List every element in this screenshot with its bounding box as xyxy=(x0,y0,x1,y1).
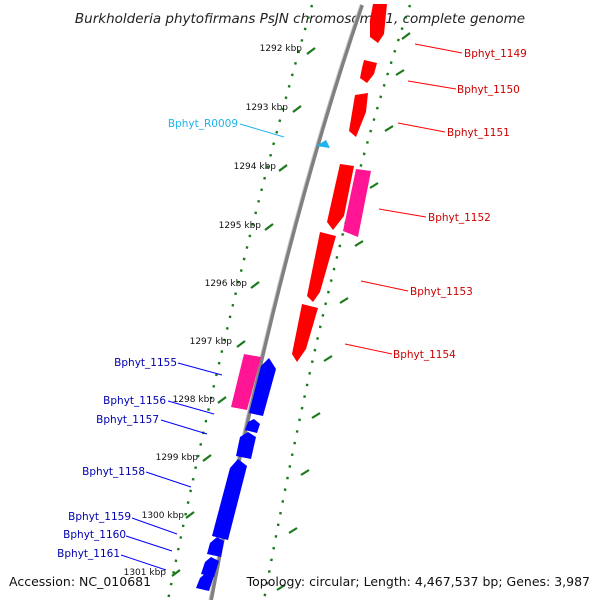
pseudogene-bphyt-1155[interactable] xyxy=(231,354,261,410)
inner-ruler-ring xyxy=(166,4,314,600)
kbp-label: 1298 kbp xyxy=(173,395,216,405)
gene-arrow-bphyt-1155[interactable] xyxy=(249,358,276,416)
gene-label-bphyt-1152[interactable]: Bphyt_1152 xyxy=(428,212,491,224)
ruler-tick xyxy=(401,32,411,40)
gene-label-bphyt-1158[interactable]: Bphyt_1158 xyxy=(82,466,145,478)
leader-bphyt-1157 xyxy=(160,419,208,435)
kbp-tick xyxy=(171,569,181,577)
kbp-label: 1294 kbp xyxy=(234,162,277,172)
ruler-tick xyxy=(288,527,298,534)
genome-summary-text: Topology: circular; Length: 4,467,537 bp… xyxy=(246,574,590,589)
leader-bphyt-r0009 xyxy=(239,123,285,138)
ruler-tick xyxy=(311,412,321,419)
gene-label-bphyt-1150[interactable]: Bphyt_1150 xyxy=(457,84,520,96)
kbp-label: 1296 kbp xyxy=(205,279,248,289)
rna-arrow-bphyt-r0009[interactable] xyxy=(316,140,330,148)
kbp-label: 1300 kbp xyxy=(142,511,185,521)
kbp-tick xyxy=(264,223,274,231)
kbp-tick xyxy=(236,340,246,348)
leader-bphyt-1155 xyxy=(177,362,223,376)
kbp-label: 1299 kbp xyxy=(156,453,199,463)
gene-arrow-bphyt-1148[interactable] xyxy=(370,4,387,43)
kbp-tick xyxy=(217,396,227,404)
ruler-tick xyxy=(276,584,286,591)
kbp-tick xyxy=(306,47,316,55)
gene-label-bphyt-1154[interactable]: Bphyt_1154 xyxy=(393,349,456,361)
gene-label-bphyt-1156[interactable]: Bphyt_1156 xyxy=(103,395,166,407)
gene-arrow-bphyt-1149[interactable] xyxy=(360,60,377,83)
ruler-tick xyxy=(384,125,394,132)
kbp-tick xyxy=(292,105,302,113)
gene-label-bphyt-r0009[interactable]: Bphyt_R0009 xyxy=(168,118,238,130)
gene-arrow-bphyt-1151[interactable] xyxy=(327,164,354,230)
ruler-tick xyxy=(369,182,379,189)
map-title: Burkholderia phytofirmans PsJN chromosom… xyxy=(75,11,525,27)
kbp-tick xyxy=(278,164,288,172)
gene-arrow-bphyt-1159[interactable] xyxy=(207,537,224,557)
leader-bphyt-1152 xyxy=(378,208,427,218)
kbp-tick xyxy=(202,454,212,462)
kbp-tick xyxy=(250,281,260,289)
leader-bphyt-1159 xyxy=(131,517,178,535)
leader-bphyt-1161 xyxy=(120,554,167,571)
gene-label-bphyt-1160[interactable]: Bphyt_1160 xyxy=(63,529,126,541)
accession-text: Accession: NC_010681 xyxy=(9,574,151,589)
kbp-label: 1292 kbp xyxy=(260,44,303,54)
leader-bphyt-1153 xyxy=(360,280,409,292)
kbp-label: 1301 kbp xyxy=(124,568,167,578)
leader-bphyt-1150 xyxy=(407,80,457,90)
leader-bphyt-1160 xyxy=(125,535,173,552)
gene-arrow-bphyt-1157[interactable] xyxy=(245,419,260,433)
kbp-label: 1297 kbp xyxy=(190,337,233,347)
gene-label-bphyt-1155[interactable]: Bphyt_1155 xyxy=(114,357,177,369)
leader-bphyt-1154 xyxy=(344,343,393,355)
gene-arrow-bphyt-1158[interactable] xyxy=(212,459,247,540)
ruler-tick xyxy=(339,297,349,304)
gene-label-bphyt-1153[interactable]: Bphyt_1153 xyxy=(410,286,473,298)
gene-arrow-bphyt-1161[interactable] xyxy=(196,572,214,591)
leader-bphyt-1149 xyxy=(414,43,463,54)
outer-ruler-ring xyxy=(262,4,412,600)
kbp-label: 1295 kbp xyxy=(219,221,262,231)
gene-label-bphyt-1159[interactable]: Bphyt_1159 xyxy=(68,511,131,523)
leader-bphyt-1158 xyxy=(145,471,192,488)
leader-bphyt-1151 xyxy=(397,122,446,133)
gene-arrow-bphyt-1153[interactable] xyxy=(292,304,318,362)
ruler-tick xyxy=(354,240,364,247)
gene-arrow-bphyt-1150[interactable] xyxy=(349,93,368,137)
gene-arrow-bphyt-1160[interactable] xyxy=(201,557,219,577)
gene-label-bphyt-1157[interactable]: Bphyt_1157 xyxy=(96,414,159,426)
kbp-tick xyxy=(185,511,195,519)
ruler-tick xyxy=(300,469,310,476)
gene-label-bphyt-1149[interactable]: Bphyt_1149 xyxy=(464,48,527,60)
leader-bphyt-1156 xyxy=(167,400,215,415)
ruler-tick xyxy=(323,355,333,362)
gene-arrow-bphyt-1157b[interactable] xyxy=(236,432,256,459)
ruler-tick xyxy=(395,69,405,76)
kbp-label: 1293 kbp xyxy=(246,103,289,113)
gene-arrow-bphyt-1152b[interactable] xyxy=(307,232,336,302)
pseudogene-bphyt-1152[interactable] xyxy=(343,169,371,237)
gene-label-bphyt-1151[interactable]: Bphyt_1151 xyxy=(447,127,510,139)
gene-label-bphyt-1161[interactable]: Bphyt_1161 xyxy=(57,548,120,560)
